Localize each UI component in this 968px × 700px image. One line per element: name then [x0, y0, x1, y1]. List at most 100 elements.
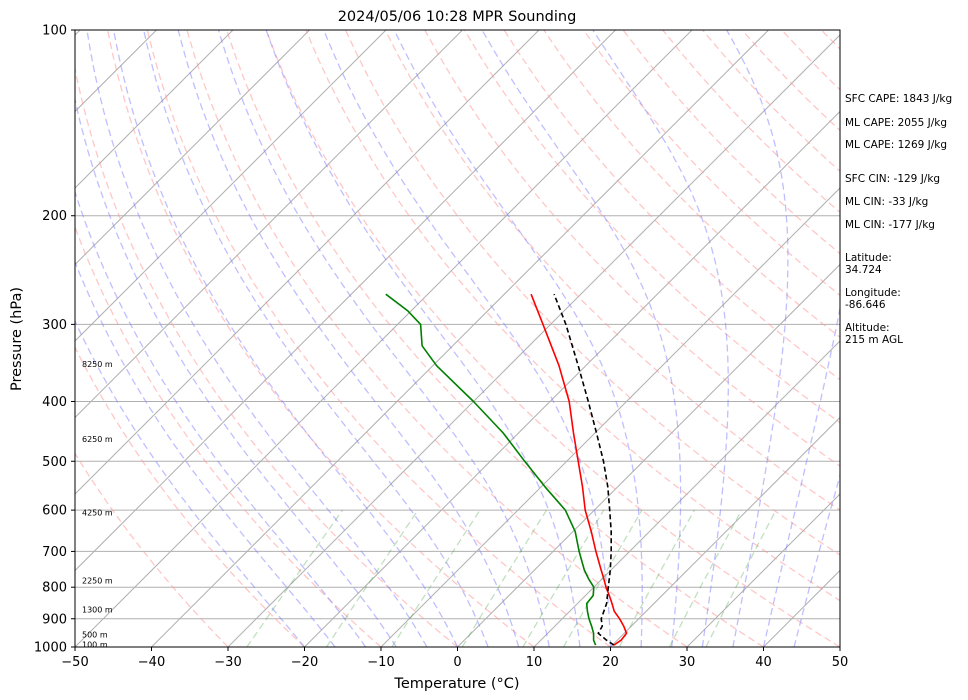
moist-adiabat-line — [177, 30, 520, 647]
dry-adiabat-line — [146, 30, 611, 647]
x-tick-label: −40 — [138, 655, 165, 670]
isotherm-line — [75, 30, 234, 189]
isotherm-line — [75, 30, 616, 572]
dry-adiabat-line — [305, 30, 840, 602]
dry-adiabat-line — [424, 30, 840, 467]
height-label: 6250 m — [82, 435, 113, 444]
isotherm-line — [75, 30, 693, 647]
moist-adiabat-line — [75, 260, 336, 647]
isotherm-line — [75, 30, 310, 266]
ml-cin-text-2: ML CIN: -177 J/kg — [845, 219, 935, 231]
dry-adiabat-line — [106, 30, 535, 647]
dry-adiabat-line — [75, 452, 229, 647]
x-tick-label: 40 — [755, 655, 772, 670]
moist-adiabat-line — [393, 30, 643, 647]
mixing-ratio-line — [461, 509, 548, 647]
dry-adiabat-line — [186, 30, 688, 647]
x-tick-label: 50 — [832, 655, 849, 670]
moist-adiabat-line — [86, 30, 428, 647]
altitude-value: 215 m AGL — [845, 334, 903, 346]
x-tick-label: −20 — [291, 655, 318, 670]
ml-cape-text: ML CAPE: 2055 J/kg — [845, 117, 947, 129]
isotherm-line — [75, 30, 463, 419]
ml-cin-text: ML CIN: -33 J/kg — [845, 196, 928, 208]
moist-adiabat-line — [265, 30, 581, 647]
chart-title: 2024/05/06 10:28 MPR Sounding — [338, 9, 577, 25]
dry-adiabat-line — [344, 30, 840, 556]
mixing-ratio-line — [562, 509, 643, 647]
side-panel: SFC CAPE: 1843 J/kg ML CAPE: 2055 J/kg M… — [845, 93, 952, 346]
height-label: 4250 m — [82, 508, 113, 517]
dry-adiabat-line — [75, 65, 458, 647]
height-label: 100 m — [82, 640, 108, 649]
sfc-cin-text: SFC CIN: -129 J/kg — [845, 173, 940, 185]
longitude-label: Longitude: — [845, 287, 901, 299]
y-tick-label: 400 — [42, 395, 67, 410]
y-tick-label: 300 — [42, 318, 67, 333]
dry-adiabat-line — [503, 30, 840, 381]
x-tick-label: 0 — [453, 655, 461, 670]
dry-adiabat-line — [463, 30, 840, 424]
x-tick-label: 10 — [526, 655, 543, 670]
y-tick-label: 200 — [42, 209, 67, 224]
dry-adiabat-line — [384, 30, 840, 511]
x-axis-ticks: −50 −40 −30 −20 −10 0 10 20 30 40 50 — [61, 647, 848, 670]
mixing-ratio-line — [391, 509, 481, 647]
height-label: 1300 m — [82, 606, 113, 615]
dry-adiabat-line — [225, 30, 764, 647]
ml-cape-text-2: ML CAPE: 1269 J/kg — [845, 139, 947, 151]
dry-adiabat-line — [582, 30, 840, 297]
mixing-ratio-line — [522, 509, 605, 647]
y-tick-label: 500 — [42, 455, 67, 470]
dry-adiabat-line — [75, 225, 382, 647]
isotherm-line — [75, 30, 540, 495]
height-label: 8250 m — [82, 360, 113, 369]
moist-adiabat-line — [75, 319, 305, 647]
y-tick-label: 800 — [42, 581, 67, 596]
isotherm-line — [75, 30, 387, 342]
x-tick-label: −30 — [214, 655, 241, 670]
isotherm-line — [686, 493, 840, 647]
longitude-value: -86.646 — [845, 299, 886, 311]
moist-adiabat-line — [143, 30, 489, 647]
y-tick-label: 900 — [42, 612, 67, 627]
x-tick-label: −50 — [61, 655, 88, 670]
moist-adiabat-line — [75, 189, 367, 647]
x-tick-label: −10 — [367, 655, 394, 670]
height-label: 500 m — [82, 631, 108, 640]
mixing-ratio-line — [325, 509, 419, 647]
temperature-line — [530, 293, 628, 646]
dewpoint-line — [385, 293, 597, 646]
y-tick-label: 600 — [42, 504, 67, 519]
y-axis-ticks: 100 200 300 400 500 600 700 800 900 1000 — [34, 24, 75, 656]
height-label: 2250 m — [82, 576, 113, 585]
x-axis-label: Temperature (°C) — [393, 676, 519, 692]
mixing-ratio-line — [246, 509, 344, 647]
latitude-label: Latitude: — [845, 252, 892, 264]
mixing-ratio-line — [705, 509, 777, 647]
moist-adiabat-line — [793, 473, 840, 647]
isotherm-line — [610, 416, 840, 647]
mixing-ratio-line — [668, 509, 743, 647]
dry-adiabat-line — [265, 30, 840, 647]
moist-adiabat-line — [75, 96, 397, 647]
sfc-cape-text: SFC CAPE: 1843 J/kg — [845, 93, 952, 105]
isotherm-line — [304, 110, 840, 647]
y-axis-label: Pressure (hPa) — [9, 287, 25, 391]
moist-adiabat-line — [762, 305, 840, 647]
sounding-profiles — [385, 293, 628, 646]
dry-adiabat-line — [543, 30, 840, 339]
y-tick-label: 1000 — [34, 641, 67, 656]
moist-adiabat-line — [112, 30, 459, 647]
mixing-ratio-line — [618, 509, 696, 647]
y-tick-label: 700 — [42, 545, 67, 560]
isotherm-line — [533, 340, 840, 647]
x-tick-label: 20 — [602, 655, 619, 670]
latitude-value: 34.724 — [845, 264, 882, 276]
isotherm-line — [227, 34, 840, 647]
background-lines — [75, 30, 840, 647]
moist-adiabat-line — [481, 30, 682, 647]
